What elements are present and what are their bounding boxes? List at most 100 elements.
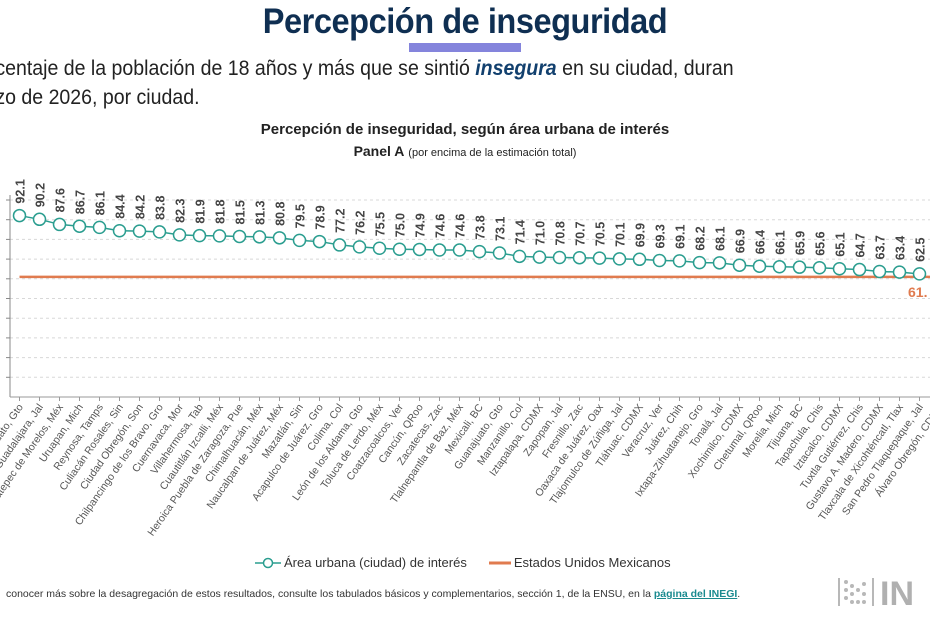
data-label: 84.4 (114, 194, 128, 218)
logo-text: IN (880, 576, 914, 608)
data-point (612, 252, 627, 266)
data-point (292, 233, 307, 248)
data-point (692, 255, 707, 270)
legend-item-national: Estados Unidos Mexicanos (488, 555, 671, 570)
data-point (312, 234, 327, 249)
data-point (92, 220, 107, 235)
legend-marker-city-icon (255, 557, 281, 568)
data-point (892, 265, 907, 279)
data-point (532, 250, 547, 264)
data-label: 70.1 (614, 223, 628, 247)
data-label: 76.2 (354, 211, 368, 235)
data-point (452, 243, 467, 257)
data-point (32, 212, 47, 227)
data-label: 86.7 (74, 190, 88, 214)
data-point (12, 208, 27, 223)
panel-label: Panel A (353, 143, 405, 159)
data-label: 63.7 (874, 235, 888, 259)
data-label: 75.0 (394, 213, 408, 237)
subtitle: orcentaje de la población de 18 años y m… (0, 54, 871, 112)
subtitle-line2: arzo de 2026, por ciudad. (0, 86, 200, 109)
data-point (432, 243, 447, 257)
data-label: 80.8 (274, 201, 288, 225)
subtitle-pre: orcentaje de la población de 18 años y m… (0, 57, 476, 80)
data-point (152, 225, 167, 239)
data-point (412, 242, 427, 257)
data-point (472, 244, 487, 259)
data-point (732, 258, 747, 272)
data-point (512, 249, 527, 264)
data-label: 69.3 (654, 224, 668, 248)
data-label: 87.6 (54, 188, 68, 212)
data-point (52, 217, 67, 232)
legend-marker-national-icon (488, 561, 511, 564)
subtitle-emphasis: insegura (475, 57, 557, 80)
data-label: 78.9 (314, 205, 328, 229)
data-label: 74.6 (434, 214, 448, 238)
data-point (552, 250, 567, 265)
data-point (872, 264, 887, 279)
data-point (132, 224, 147, 238)
data-point (392, 242, 407, 256)
data-label: 86.1 (94, 191, 108, 215)
footer-note: conocer más sobre la desagregación de es… (6, 588, 740, 600)
data-label: 66.4 (754, 230, 768, 254)
data-label: 90.2 (34, 183, 48, 207)
footer-end: . (737, 588, 741, 600)
data-point (72, 219, 87, 233)
data-point (852, 262, 867, 277)
panel-note: (por encima de la estimación total) (408, 147, 577, 159)
data-point (272, 231, 287, 245)
data-label: 79.5 (294, 204, 308, 228)
data-label: 75.5 (374, 212, 388, 236)
inegi-link[interactable]: página del INEGI (653, 588, 738, 600)
data-label: 73.8 (474, 215, 488, 239)
data-point (912, 267, 927, 281)
data-label: 71.4 (514, 220, 528, 244)
data-label: 70.8 (554, 221, 568, 245)
data-label: 68.2 (694, 226, 708, 250)
data-label: 73.1 (494, 217, 508, 241)
data-label: 74.9 (414, 213, 428, 237)
data-label: 68.1 (714, 226, 728, 250)
data-label: 81.3 (254, 200, 268, 224)
legend-label-city: Área urbana (ciudad) de interés (284, 555, 467, 570)
data-label: 92.1 (14, 179, 28, 203)
data-label: 66.9 (734, 229, 748, 253)
data-point (212, 229, 227, 243)
data-label: 70.7 (574, 221, 588, 245)
data-label: 64.7 (854, 233, 868, 257)
data-label: 74.6 (454, 214, 468, 238)
chart-panel: Panel A (por encima de la estimación tot… (0, 143, 930, 159)
data-point (372, 241, 387, 256)
chart-title: Percepción de inseguridad, según área ur… (260, 121, 670, 138)
data-label: 66.1 (774, 230, 788, 254)
data-label: 62.5 (914, 237, 928, 261)
data-label: 69.1 (674, 224, 688, 248)
data-point (752, 259, 767, 273)
data-point (572, 250, 587, 265)
data-point (492, 246, 507, 260)
data-label: 82.3 (174, 198, 188, 222)
data-point (172, 228, 187, 242)
subtitle-post: en su ciudad, duran (556, 57, 734, 80)
data-point (672, 254, 687, 268)
data-point (332, 238, 347, 252)
title-underline (409, 43, 521, 52)
data-point (812, 261, 827, 275)
data-point (712, 256, 727, 270)
data-point (252, 230, 267, 244)
legend-label-national: Estados Unidos Mexicanos (513, 555, 671, 570)
data-label: 65.9 (794, 231, 808, 255)
data-label: 81.8 (214, 199, 228, 223)
national-value-label: 61. (908, 284, 927, 300)
footer-text: conocer más sobre la desagregación de es… (6, 588, 654, 600)
inegi-logo-icon: IN (838, 576, 914, 608)
legend-item-city: Área urbana (ciudad) de interés (255, 555, 467, 570)
data-point (192, 228, 207, 243)
data-label: 63.4 (894, 236, 908, 260)
data-point (112, 223, 127, 238)
data-point (652, 253, 667, 268)
data-label: 81.9 (194, 199, 208, 223)
